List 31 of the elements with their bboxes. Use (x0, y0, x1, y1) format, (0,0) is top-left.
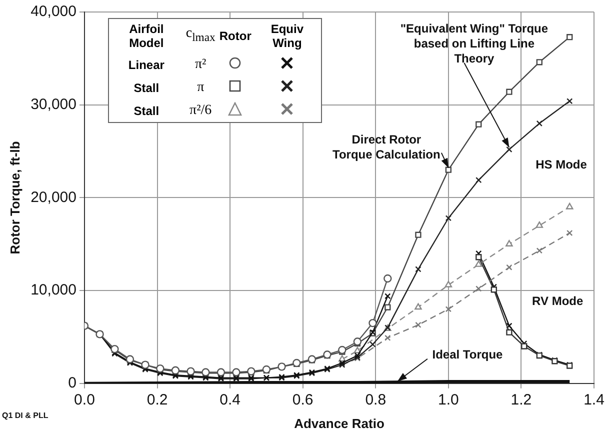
annotation: π² (194, 56, 208, 74)
y-tick-label: 40,000 (30, 3, 76, 20)
y-tick-label: 0 (68, 374, 76, 392)
x-tick-label: 0.2 (146, 392, 168, 409)
annotation: Linear (127, 56, 166, 74)
y-tick-label: 30,000 (30, 96, 76, 113)
annotation: Equiv Wing (270, 21, 305, 52)
x-tick-label: 0.0 (74, 392, 95, 409)
text: Q1 DI & PLL (2, 411, 48, 420)
annotation: HS Mode (536, 158, 588, 172)
x-tick-label: 0.4 (220, 392, 240, 409)
x-tick-label: 0.8 (365, 392, 386, 409)
annotation: π (196, 78, 206, 96)
annotation: "Equivalent Wing" Torque based on Lifting Line Theory (400, 22, 548, 66)
x-tick-label: 1.4 (584, 392, 604, 409)
annotation: RV Mode (532, 294, 584, 308)
x-tick-label: 1.2 (510, 392, 532, 409)
annotation: c$_{lmax}$ (184, 25, 216, 46)
annotation: Ideal Torque (432, 348, 504, 362)
x-tick-label: 1.0 (438, 392, 459, 409)
y-tick-label: 10,000 (30, 282, 76, 299)
x-tick-label: 0.6 (292, 392, 314, 409)
annotation: Airfoil Model (128, 21, 165, 52)
annotation: Direct Rotor Torque Calculation (332, 132, 440, 162)
annotation: Rotor (218, 28, 252, 45)
y-axis-title: Rotor Torque, ft-lb (7, 141, 22, 254)
annotation: Stall (132, 102, 160, 120)
y-tick-label: 20,000 (30, 188, 76, 206)
annotation: π²/6 (188, 102, 213, 120)
annotation: Stall (132, 80, 160, 96)
x-axis-title: Advance Ratio (294, 416, 384, 431)
